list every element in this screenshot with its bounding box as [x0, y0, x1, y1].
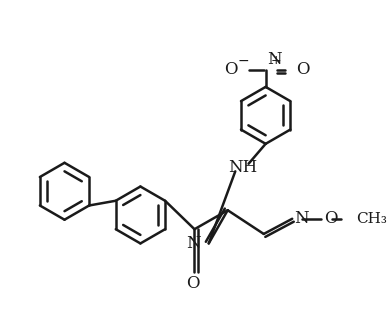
Text: O: O [186, 275, 199, 292]
Text: O: O [223, 61, 237, 78]
Text: CH₃: CH₃ [356, 212, 387, 226]
Text: −: − [237, 54, 249, 68]
Text: O: O [324, 210, 338, 227]
Text: N: N [187, 235, 201, 252]
Text: NH: NH [228, 159, 258, 176]
Text: N: N [294, 210, 309, 227]
Text: O: O [296, 61, 310, 78]
Text: +: + [271, 54, 281, 67]
Text: N: N [268, 51, 282, 68]
